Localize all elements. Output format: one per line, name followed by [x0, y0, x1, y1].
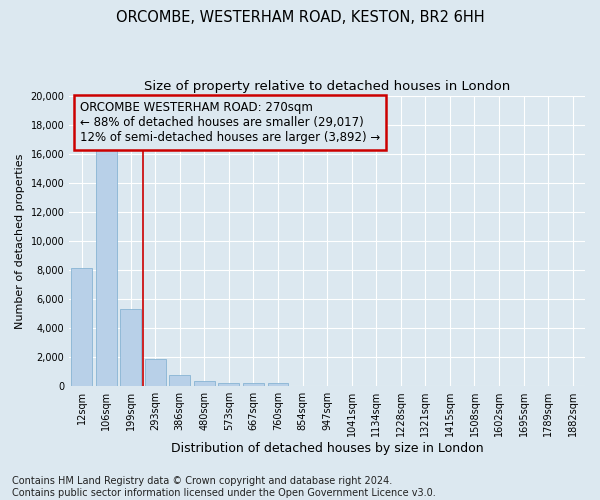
Bar — [120, 309, 141, 386]
Bar — [194, 382, 215, 386]
Text: Contains HM Land Registry data © Crown copyright and database right 2024.
Contai: Contains HM Land Registry data © Crown c… — [12, 476, 436, 498]
Bar — [71, 268, 92, 386]
X-axis label: Distribution of detached houses by size in London: Distribution of detached houses by size … — [171, 442, 484, 455]
Bar — [218, 383, 239, 386]
Bar — [243, 384, 264, 386]
Bar — [268, 383, 289, 386]
Title: Size of property relative to detached houses in London: Size of property relative to detached ho… — [144, 80, 510, 93]
Bar — [145, 359, 166, 386]
Bar — [95, 146, 116, 386]
Bar — [169, 375, 190, 386]
Text: ORCOMBE, WESTERHAM ROAD, KESTON, BR2 6HH: ORCOMBE, WESTERHAM ROAD, KESTON, BR2 6HH — [116, 10, 484, 25]
Text: ORCOMBE WESTERHAM ROAD: 270sqm
← 88% of detached houses are smaller (29,017)
12%: ORCOMBE WESTERHAM ROAD: 270sqm ← 88% of … — [80, 102, 380, 144]
Y-axis label: Number of detached properties: Number of detached properties — [15, 153, 25, 328]
